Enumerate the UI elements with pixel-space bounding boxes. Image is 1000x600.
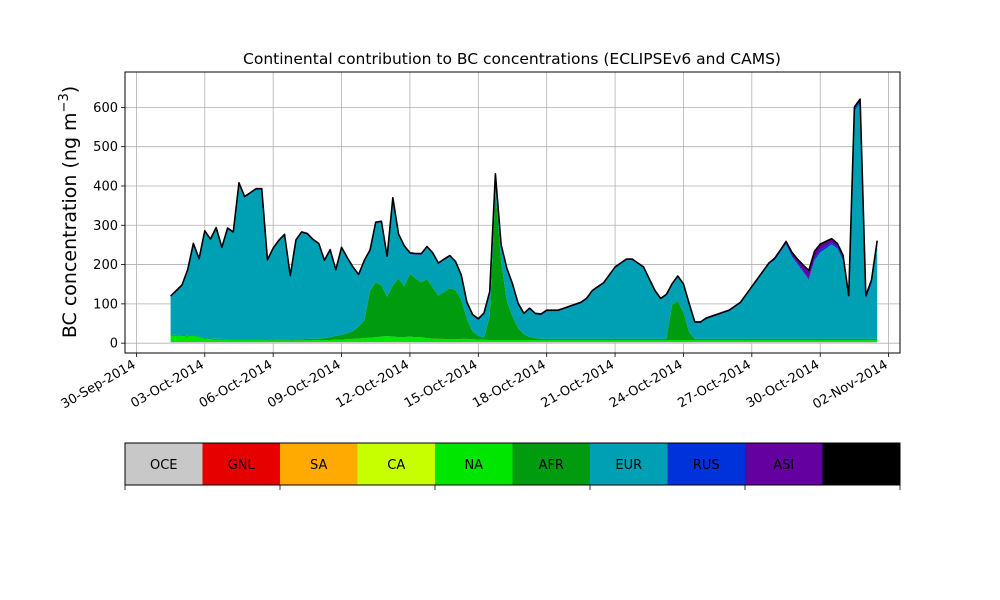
- x-tick-label: 21-Oct-2014: [539, 357, 617, 411]
- x-tick-label: 15-Oct-2014: [402, 357, 480, 411]
- y-axis-label: BC concentration (ng m−3): [57, 86, 81, 338]
- legend-colorbar: OCE GNL SA CA NA AFR EUR RUS ASI AUS: [124, 442, 901, 490]
- stacked-areas: [170, 99, 878, 344]
- y-tick-label: 100: [93, 297, 118, 312]
- legend-label: NA: [464, 458, 483, 473]
- y-tick-label: 300: [93, 219, 118, 234]
- y-tick-label: 500: [93, 140, 118, 155]
- x-tick-label: 02-Nov-2014: [810, 357, 890, 412]
- legend-label: GNL: [228, 458, 256, 473]
- legend-swatch-eur: [590, 443, 668, 485]
- x-axis: 30-Sep-201403-Oct-201406-Oct-201409-Oct-…: [59, 353, 891, 412]
- y-axis-label-text: BC concentration (ng m: [59, 112, 81, 338]
- legend-swatch-aus: [822, 443, 900, 485]
- legend-label: EUR: [615, 458, 642, 473]
- x-tick-label: 24-Oct-2014: [607, 357, 685, 411]
- y-axis: 0 100 200 300 400 500 600: [93, 101, 125, 352]
- chart-title: Continental contribution to BC concentra…: [243, 50, 781, 68]
- x-tick-label: 06-Oct-2014: [197, 357, 275, 411]
- area-oce: [170, 341, 878, 344]
- legend-frame: [124, 442, 901, 486]
- legend-swatch-sa: [280, 443, 358, 485]
- plot-frame: [124, 71, 901, 354]
- y-tick-label: 600: [93, 101, 118, 116]
- x-tick-label: 18-Oct-2014: [470, 357, 548, 411]
- legend-label: AFR: [539, 458, 564, 473]
- grid: [125, 72, 900, 353]
- x-tick-label: 27-Oct-2014: [675, 357, 753, 411]
- y-tick-label: 200: [93, 258, 118, 273]
- legend-label: SA: [310, 458, 327, 473]
- legend-swatch-asi: [745, 443, 823, 485]
- y-axis-label-superscript: −3: [57, 93, 72, 112]
- y-axis-label-suffix: ): [59, 86, 81, 93]
- legend-swatch-gnl: [202, 443, 280, 485]
- y-tick-label: 0: [110, 337, 118, 352]
- x-tick-label: 12-Oct-2014: [334, 357, 412, 411]
- x-tick-label: 30-Oct-2014: [744, 357, 822, 411]
- legend-swatch-afr: [512, 443, 590, 485]
- area-na: [170, 335, 878, 342]
- x-tick-label: 03-Oct-2014: [128, 357, 206, 411]
- legend-label: RUS: [693, 458, 720, 473]
- legend-swatch-ca: [357, 443, 435, 485]
- total-line: [170, 98, 878, 323]
- x-tick-label: 30-Sep-2014: [59, 357, 139, 412]
- legend-label: CA: [387, 458, 405, 473]
- y-tick-label: 400: [93, 179, 118, 194]
- legend-swatch-rus: [667, 443, 745, 485]
- legend-swatch-oce: [125, 443, 203, 485]
- legend-swatch-na: [435, 443, 513, 485]
- x-tick-label: 09-Oct-2014: [265, 357, 343, 411]
- area-eur: [170, 103, 878, 340]
- total-line-layer: [170, 98, 878, 323]
- legend-label: AUS: [848, 458, 875, 473]
- legend-label: OCE: [150, 458, 178, 473]
- legend-label: ASI: [773, 458, 794, 473]
